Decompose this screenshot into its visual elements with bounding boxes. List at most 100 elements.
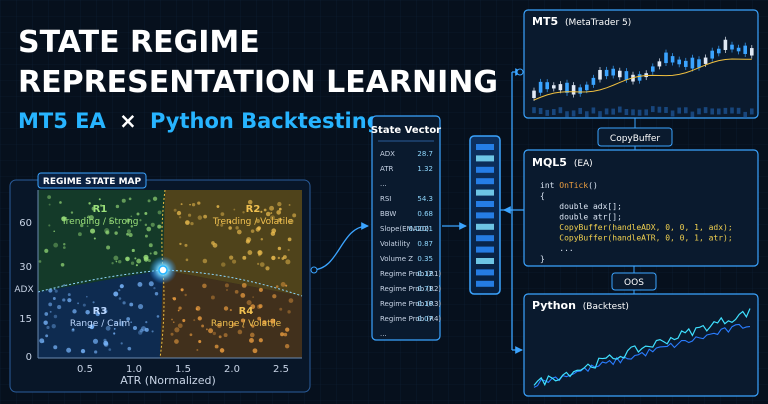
candle-body xyxy=(532,90,536,98)
dot xyxy=(182,319,186,323)
mt5-name: MT5 xyxy=(532,15,558,28)
subtitle-part: Python Backtesting xyxy=(150,109,382,133)
code-line: int OnTick() xyxy=(540,181,598,190)
dot xyxy=(147,259,151,263)
dot xyxy=(126,218,131,223)
dot xyxy=(263,208,267,212)
dot xyxy=(128,232,133,238)
x-tick-label: 0.5 xyxy=(77,364,93,375)
volume-bar xyxy=(591,107,596,114)
dot xyxy=(178,216,182,219)
mql5-name: MQL5 xyxy=(532,156,567,169)
y-tick-label: 0 xyxy=(26,352,32,363)
dot xyxy=(249,338,254,343)
dot xyxy=(78,232,82,237)
connector-node xyxy=(516,68,524,76)
volume-bar xyxy=(697,108,701,115)
dot xyxy=(247,250,253,255)
dot xyxy=(278,207,282,211)
dot xyxy=(111,262,114,265)
dot xyxy=(106,245,111,250)
dot xyxy=(208,328,214,334)
dot xyxy=(229,255,234,260)
dot xyxy=(128,197,132,201)
dot xyxy=(260,210,263,213)
dot xyxy=(114,231,118,235)
volume-bar xyxy=(611,108,615,115)
dot xyxy=(91,206,96,211)
dot xyxy=(115,204,120,209)
dot xyxy=(150,222,155,227)
dot xyxy=(103,340,109,346)
mql5-detail: (EA) xyxy=(574,159,593,169)
row-label: ATR xyxy=(380,165,394,173)
volume-bar xyxy=(604,108,609,115)
dot xyxy=(72,328,75,331)
volume-bar xyxy=(664,107,668,114)
dot xyxy=(250,304,256,310)
candle-body xyxy=(710,50,714,59)
dot xyxy=(44,248,49,253)
code-line: } xyxy=(540,255,545,264)
oos-label: OOS xyxy=(624,278,644,288)
connector-node xyxy=(310,266,318,274)
dot xyxy=(126,232,129,236)
dot xyxy=(216,205,220,208)
code-token: double adx[]; xyxy=(540,202,622,211)
dot xyxy=(136,212,140,216)
region-id: R1 xyxy=(93,204,108,215)
dot xyxy=(275,285,279,288)
volume-bar xyxy=(585,111,589,118)
dot xyxy=(195,306,201,311)
dot xyxy=(287,248,290,252)
candle-body xyxy=(571,85,576,95)
candle-body xyxy=(611,68,615,76)
dot xyxy=(187,213,192,217)
dot xyxy=(70,211,74,214)
row-value: 0.12 xyxy=(417,270,433,278)
dot xyxy=(197,316,202,321)
dot xyxy=(138,330,143,335)
dot xyxy=(148,281,154,287)
dot xyxy=(122,301,126,305)
dot xyxy=(224,283,229,288)
region-id: R4 xyxy=(239,306,254,317)
volume-bar xyxy=(532,107,536,114)
dot xyxy=(270,231,276,236)
state-vector-title: State Vector xyxy=(371,125,441,136)
row-value: 0.07 xyxy=(417,315,433,323)
candle-body xyxy=(558,84,563,91)
volume-bar xyxy=(717,108,721,115)
dot xyxy=(235,226,239,230)
row-label: Regime Prob (R2) xyxy=(380,285,441,293)
dot xyxy=(121,198,126,203)
dot xyxy=(53,242,59,248)
volume-bar xyxy=(545,109,549,116)
region-r4 xyxy=(160,270,302,358)
encoder-stripe xyxy=(476,201,494,207)
dot xyxy=(237,329,243,335)
dot xyxy=(280,332,285,337)
subtitle-part: MT5 EA xyxy=(18,109,106,133)
region-id: R3 xyxy=(93,306,108,317)
dot xyxy=(220,223,224,227)
python-title: Python (Backtest) xyxy=(532,299,629,312)
volume-bar xyxy=(657,106,662,113)
candle-body xyxy=(591,77,596,85)
row-value: 0.0021 xyxy=(409,225,434,233)
candle-body xyxy=(585,84,589,91)
candle-body xyxy=(670,56,675,63)
dot xyxy=(272,294,277,299)
dot xyxy=(180,288,184,292)
dot xyxy=(223,333,228,338)
candle-body xyxy=(717,48,721,54)
dot xyxy=(240,318,245,323)
encoder-stripe xyxy=(476,223,494,230)
python-box xyxy=(523,293,759,397)
dot xyxy=(89,324,95,330)
dot xyxy=(223,306,229,311)
dot xyxy=(39,338,45,344)
volume-bar xyxy=(670,110,675,117)
row-value: 0.71 xyxy=(417,285,433,293)
dot xyxy=(80,223,84,228)
